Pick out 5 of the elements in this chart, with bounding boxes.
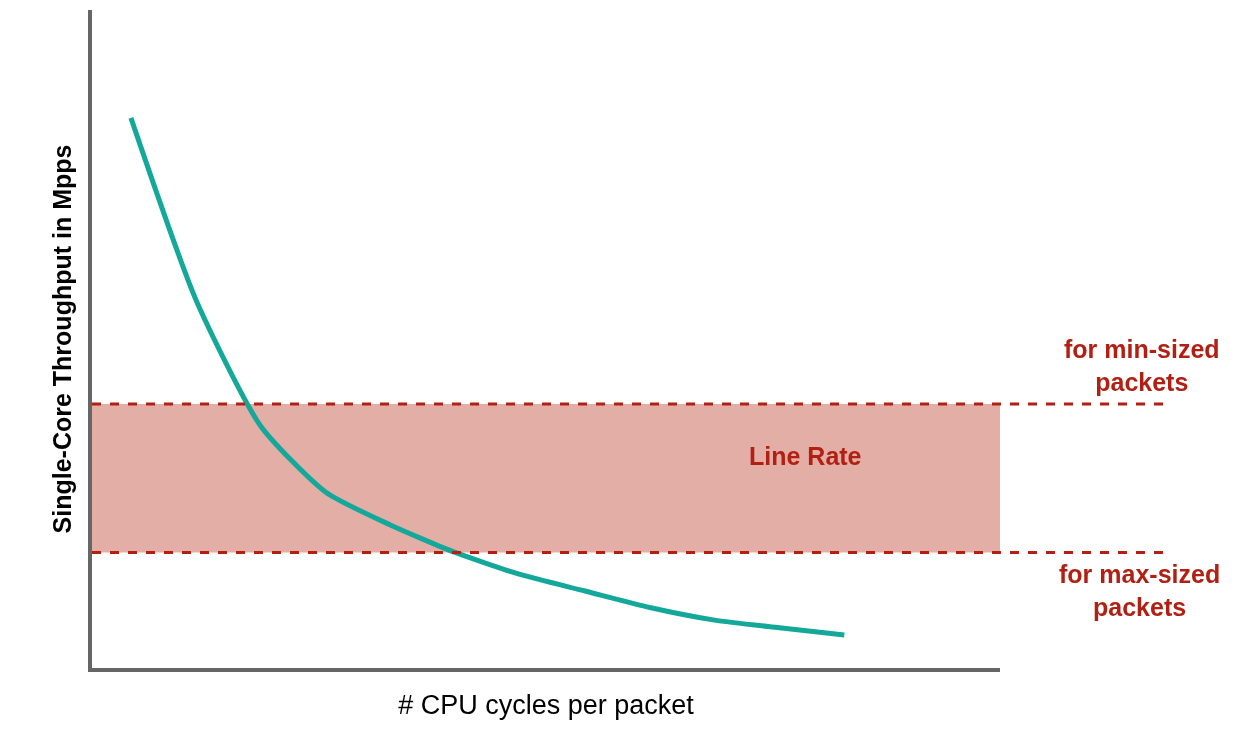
y-axis-title: Single-Core Throughput in Mpps [48,144,77,534]
ref-line-label: for min-sized packets [1064,335,1220,396]
ref-line-label: for max-sized packets [1059,560,1221,621]
x-axis-title: # CPU cycles per packet [398,689,695,720]
band-label: Line Rate [749,442,862,470]
